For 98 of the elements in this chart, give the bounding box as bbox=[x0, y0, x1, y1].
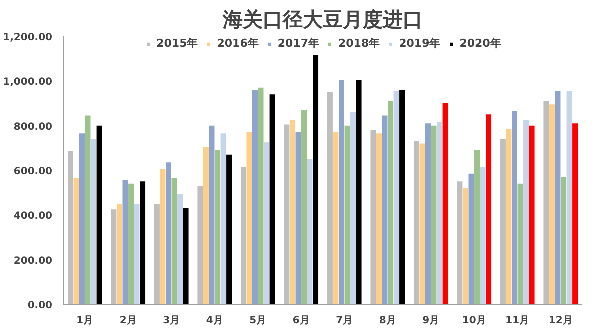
x-tick-label: 8月 bbox=[379, 316, 396, 326]
bar bbox=[420, 144, 426, 304]
x-tick-label: 10月 bbox=[462, 316, 486, 326]
y-tick-label: 600.00 bbox=[14, 166, 53, 178]
bar bbox=[400, 90, 406, 304]
bar bbox=[414, 141, 420, 304]
bar bbox=[327, 92, 333, 304]
x-tick-label: 2月 bbox=[120, 316, 137, 326]
bar bbox=[140, 182, 146, 304]
bar bbox=[178, 194, 184, 304]
legend-label: 2019年 bbox=[399, 36, 441, 51]
bar bbox=[134, 204, 140, 304]
bar bbox=[442, 104, 448, 304]
bar bbox=[549, 104, 555, 304]
bar bbox=[382, 116, 388, 304]
bar bbox=[344, 126, 350, 304]
bar bbox=[339, 80, 344, 304]
bar bbox=[154, 204, 160, 304]
bar bbox=[240, 167, 246, 304]
bar bbox=[486, 114, 492, 304]
bar bbox=[226, 154, 232, 304]
bar bbox=[166, 162, 172, 304]
bar bbox=[290, 120, 296, 304]
bar bbox=[74, 178, 80, 304]
bar bbox=[183, 208, 189, 304]
bar bbox=[80, 134, 85, 304]
bar bbox=[215, 150, 220, 304]
bar bbox=[209, 126, 215, 304]
bar bbox=[252, 90, 258, 304]
bar bbox=[91, 139, 97, 304]
x-tick-label: 5月 bbox=[250, 316, 267, 326]
bar bbox=[85, 116, 91, 304]
x-tick-label: 11月 bbox=[506, 316, 530, 326]
bar bbox=[457, 182, 463, 304]
x-tick-label: 4月 bbox=[206, 316, 224, 326]
bar bbox=[518, 184, 524, 304]
y-tick-label: 1,200.00 bbox=[3, 32, 53, 44]
bar bbox=[122, 180, 128, 304]
bar bbox=[116, 204, 122, 304]
bar bbox=[566, 91, 572, 304]
legend-label: 2017年 bbox=[278, 36, 320, 51]
x-tick-label: 9月 bbox=[422, 316, 440, 326]
bar bbox=[426, 124, 431, 304]
bar bbox=[376, 134, 382, 304]
bar bbox=[270, 94, 276, 304]
y-tick-label: 400.00 bbox=[14, 211, 53, 222]
bar bbox=[172, 178, 178, 304]
bar bbox=[350, 112, 356, 304]
bar bbox=[313, 55, 319, 304]
bar bbox=[544, 101, 550, 304]
bar bbox=[529, 126, 535, 304]
legend-label: 2015年 bbox=[156, 36, 198, 51]
bar bbox=[246, 132, 252, 304]
bar bbox=[307, 159, 313, 304]
bar bbox=[572, 124, 578, 304]
y-tick-label: 800.00 bbox=[14, 122, 53, 133]
bar bbox=[302, 110, 307, 304]
y-tick-label: 200.00 bbox=[14, 256, 53, 267]
bar bbox=[203, 147, 209, 304]
bar bbox=[394, 91, 400, 304]
x-tick-label: 6月 bbox=[292, 316, 310, 326]
legend-label: 2020年 bbox=[460, 36, 502, 51]
bar bbox=[561, 177, 566, 304]
legend-label: 2016年 bbox=[217, 36, 259, 51]
bar bbox=[264, 142, 270, 304]
bar bbox=[474, 150, 480, 304]
bar bbox=[437, 122, 443, 304]
bar bbox=[160, 169, 166, 304]
bar bbox=[258, 88, 264, 304]
bar bbox=[296, 132, 302, 304]
y-tick-label: 1,000.00 bbox=[3, 77, 53, 88]
bar bbox=[468, 174, 474, 304]
x-tick-label: 3月 bbox=[163, 316, 180, 326]
bar bbox=[555, 91, 561, 304]
x-tick-label: 1月 bbox=[76, 316, 94, 326]
bar bbox=[480, 167, 486, 304]
bar bbox=[388, 101, 394, 304]
bar bbox=[506, 129, 512, 304]
x-tick-label: 12月 bbox=[548, 316, 573, 326]
bar bbox=[128, 184, 134, 304]
y-tick-label: 0.00 bbox=[28, 300, 53, 312]
bar bbox=[68, 152, 74, 304]
bar bbox=[500, 139, 506, 304]
bar bbox=[111, 210, 117, 304]
bar bbox=[356, 80, 362, 304]
bar bbox=[96, 126, 102, 304]
bar bbox=[370, 130, 376, 304]
chart-title: 海关口径大豆月度进口 bbox=[222, 8, 423, 32]
bar bbox=[524, 120, 530, 304]
bar bbox=[462, 188, 468, 304]
bar bbox=[220, 134, 226, 304]
bar bbox=[431, 126, 437, 304]
bar bbox=[284, 124, 290, 304]
legend-label: 2018年 bbox=[338, 36, 380, 51]
bar bbox=[198, 186, 204, 304]
bar bbox=[333, 132, 339, 304]
x-tick-label: 7月 bbox=[336, 316, 354, 326]
bar bbox=[512, 111, 518, 304]
